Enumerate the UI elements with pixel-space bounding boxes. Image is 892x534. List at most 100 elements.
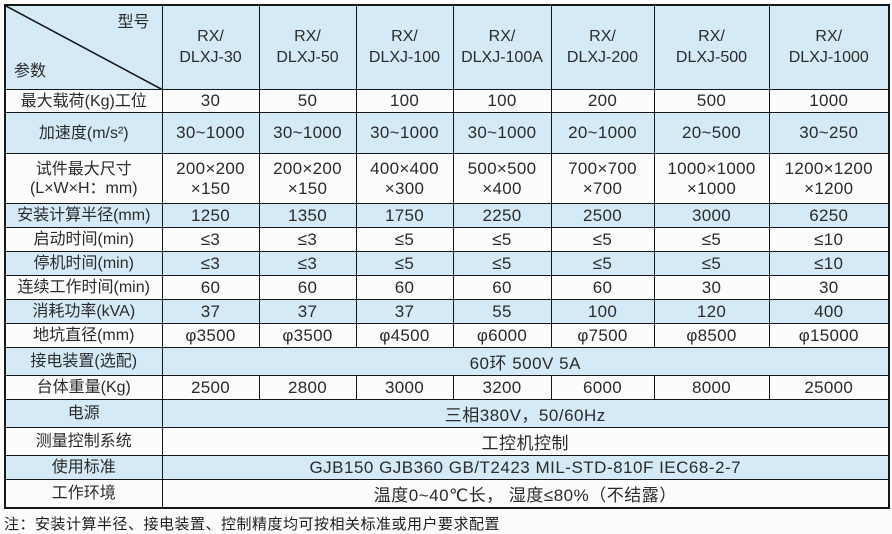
value-cell: φ3500 <box>161 323 260 349</box>
row-label: 电源 <box>4 399 163 429</box>
value-cell: φ3500 <box>258 323 357 349</box>
value-cell: ≤5 <box>550 251 655 277</box>
table-row: 地坑直径(mm) φ3500 φ3500 φ4500 φ6000 φ7500 φ8500 φ1… <box>4 323 890 349</box>
value-cell: 50 <box>258 89 357 114</box>
value-cell: 2250 <box>452 203 552 229</box>
table-row: 消耗功率(kVA) 37 37 37 55 100 120 400 <box>4 299 890 325</box>
table-row: 接电装置(选配) 60环 500V 5A <box>4 347 890 377</box>
column-header: RX/ DLXJ-500 <box>653 4 770 91</box>
value-cell: 37 <box>161 299 260 325</box>
corner-bottom-label: 参数 <box>14 63 47 81</box>
row-label: 消耗功率(kVA) <box>4 299 163 325</box>
column-header: RX/ DLXJ-100A <box>452 4 552 91</box>
value-cell: 1250 <box>161 203 260 229</box>
value-cell: 30 <box>161 89 260 114</box>
value-cell: φ15000 <box>768 323 890 349</box>
value-cell: 1200×1200 ×1200 <box>768 153 890 205</box>
row-label: 工作环境 <box>4 479 163 509</box>
corner-cell: 型号 参数 <box>4 4 163 91</box>
footnote: 注：安装计算半径、接电装置、控制精度均可按相关标准或用户要求配置 <box>4 516 501 534</box>
row-label: 测量控制系统 <box>4 427 163 457</box>
value-cell: ≤5 <box>452 227 552 253</box>
spec-sheet: 型号 参数 RX/ DLXJ-30 RX/ DLXJ-50 RX/ DLXJ-100… <box>0 4 892 533</box>
value-cell: ≤5 <box>653 227 770 253</box>
column-header: RX/ DLXJ-100 <box>355 4 454 91</box>
value-cell: 200×200 ×150 <box>161 153 260 205</box>
value-cell: ≤3 <box>258 227 357 253</box>
value-cell: 1350 <box>258 203 357 229</box>
value-cell: 400×400 ×300 <box>355 153 454 205</box>
value-cell: 500×500 ×400 <box>452 153 552 205</box>
table-row: 测量控制系统 工控机控制 <box>4 427 890 457</box>
row-label: 启动时间(min) <box>4 227 163 253</box>
value-cell: 30 <box>653 275 770 301</box>
row-label: 使用标准 <box>4 455 163 481</box>
value-cell: ≤5 <box>355 251 454 277</box>
value-cell: 2800 <box>258 375 357 401</box>
value-cell: 700×700 ×700 <box>550 153 655 205</box>
value-cell: 37 <box>258 299 357 325</box>
corner-top-label: 型号 <box>117 14 150 31</box>
diagonal-divider-icon <box>6 6 162 89</box>
value-cell: ≤3 <box>161 227 260 253</box>
table-row: 启动时间(min) ≤3 ≤3 ≤5 ≤5 ≤5 ≤5 ≤10 <box>4 227 890 253</box>
table-row: 最大载荷(Kg)工位 30 50 100 100 200 500 1000 <box>4 89 890 114</box>
value-cell: ≤10 <box>768 251 890 277</box>
column-header: RX/ DLXJ-30 <box>161 4 260 91</box>
value-cell: 60 <box>550 275 655 301</box>
value-cell: 1750 <box>355 203 454 229</box>
header-row: 型号 参数 RX/ DLXJ-30 RX/ DLXJ-50 RX/ DLXJ-100… <box>4 4 890 91</box>
value-cell: 100 <box>550 299 655 325</box>
value-cell: 1000×1000 ×1000 <box>653 153 770 205</box>
value-cell: 37 <box>355 299 454 325</box>
row-label: 停机时间(min) <box>4 251 163 277</box>
merged-value-cell: 三相380V，50/60Hz <box>161 399 890 429</box>
spec-table: 型号 参数 RX/ DLXJ-30 RX/ DLXJ-50 RX/ DLXJ-100… <box>4 4 890 510</box>
value-cell: ≤5 <box>653 251 770 277</box>
value-cell: φ8500 <box>653 323 770 349</box>
value-cell: 6250 <box>768 203 890 229</box>
value-cell: 200 <box>550 89 655 114</box>
merged-value-cell: GJB150 GJB360 GB/T2423 MIL-STD-810F IEC6… <box>161 455 890 481</box>
value-cell: ≤5 <box>550 227 655 253</box>
value-cell: ≤3 <box>161 251 260 277</box>
value-cell: 60 <box>452 275 552 301</box>
value-cell: 6000 <box>550 375 655 401</box>
spec-table-body: 最大载荷(Kg)工位 30 50 100 100 200 500 1000 加速度(m/s²) 3… <box>4 89 890 509</box>
table-row: 停机时间(min) ≤3 ≤3 ≤5 ≤5 ≤5 ≤5 ≤10 <box>4 251 890 277</box>
column-header: RX/ DLXJ-200 <box>550 4 655 91</box>
value-cell: 400 <box>768 299 890 325</box>
value-cell: φ4500 <box>355 323 454 349</box>
value-cell: 30~1000 <box>355 112 454 155</box>
value-cell: 200×200 ×150 <box>258 153 357 205</box>
value-cell: 60 <box>355 275 454 301</box>
column-header: RX/ DLXJ-50 <box>258 4 357 91</box>
value-cell: φ7500 <box>550 323 655 349</box>
row-label: 地坑直径(mm) <box>4 323 163 349</box>
value-cell: 30~1000 <box>258 112 357 155</box>
row-label: 最大载荷(Kg)工位 <box>4 89 163 114</box>
value-cell: 100 <box>355 89 454 114</box>
table-row: 连续工作时间(min) 60 60 60 60 60 30 30 <box>4 275 890 301</box>
table-row: 安装计算半径(mm) 1250 1350 1750 2250 2500 3000 6250 <box>4 203 890 229</box>
value-cell: φ6000 <box>452 323 552 349</box>
column-header: RX/ DLXJ-1000 <box>768 4 890 91</box>
value-cell: 60 <box>258 275 357 301</box>
row-label: 台体重量(Kg) <box>4 375 163 401</box>
value-cell: 3000 <box>653 203 770 229</box>
value-cell: 100 <box>452 89 552 114</box>
value-cell: 2500 <box>550 203 655 229</box>
table-row: 加速度(m/s²) 30~1000 30~1000 30~1000 30~1000 20~… <box>4 112 890 155</box>
value-cell: ≤5 <box>452 251 552 277</box>
row-label: 接电装置(选配) <box>4 347 163 377</box>
table-row: 工作环境 温度0~40℃长， 湿度≤80%（不结露） <box>4 479 890 509</box>
merged-value-cell: 工控机控制 <box>161 427 890 457</box>
row-label: 安装计算半径(mm) <box>4 203 163 229</box>
row-label: 连续工作时间(min) <box>4 275 163 301</box>
value-cell: 20~500 <box>653 112 770 155</box>
value-cell: 25000 <box>768 375 890 401</box>
merged-value-cell: 60环 500V 5A <box>161 347 890 377</box>
value-cell: 30~250 <box>768 112 890 155</box>
value-cell: ≤3 <box>258 251 357 277</box>
merged-value-cell: 温度0~40℃长， 湿度≤80%（不结露） <box>161 479 890 509</box>
